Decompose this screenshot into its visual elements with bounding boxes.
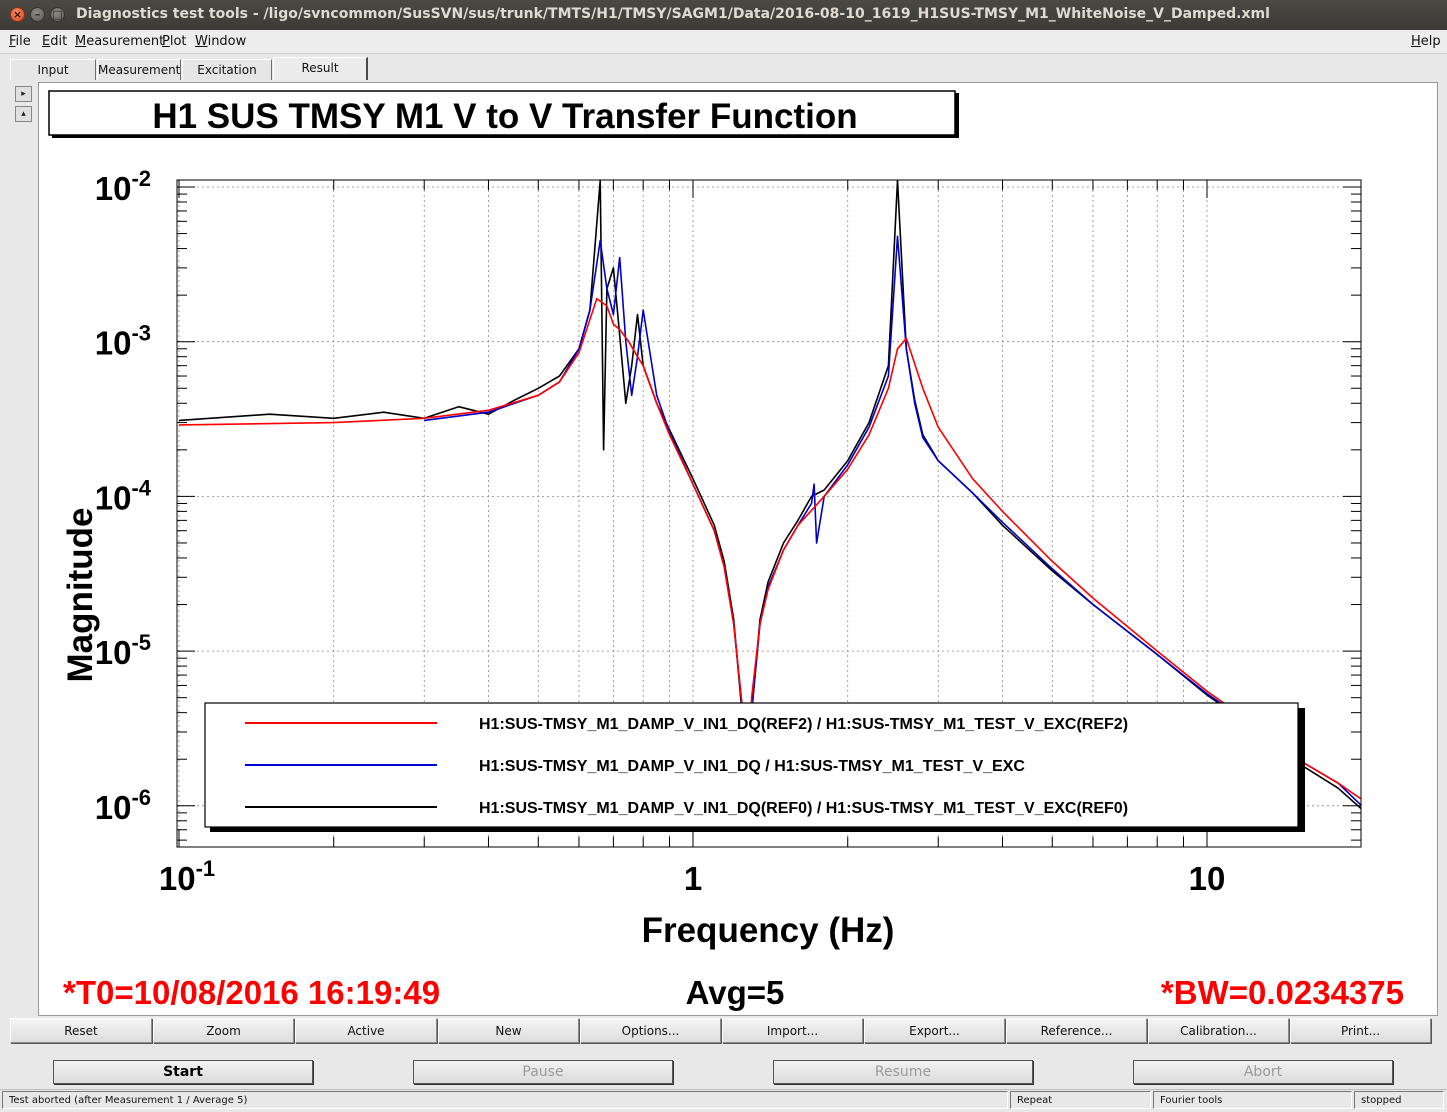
menu-help-label: elp [1420, 34, 1441, 49]
status-message: Test aborted (after Measurement 1 / Aver… [2, 1091, 1008, 1109]
plot-series-group [178, 180, 1361, 810]
menu-plot-mnemonic: P [162, 34, 170, 49]
bw-text: *BW=0.0234375 [1161, 974, 1404, 1011]
arrow-right-icon: ▸ [21, 89, 26, 99]
plot-legend[interactable]: H1:SUS-TMSY_M1_DAMP_V_IN1_DQ(REF2) / H1:… [204, 702, 1299, 828]
new-button[interactable]: New [438, 1018, 579, 1043]
plot-title-box [48, 90, 956, 136]
x-tick-label: 10 [1189, 860, 1226, 897]
plot-title: H1 SUS TMSY M1 V to V Transfer Function [152, 97, 857, 136]
tab-bar: Input Measurement Excitation Result [0, 55, 1447, 80]
menu-measurement[interactable]: Measurement [75, 34, 164, 49]
y-tick-label: 10-4 [95, 475, 152, 516]
reference-button[interactable]: Reference... [1006, 1018, 1147, 1043]
x-tick-label: 1 [684, 860, 702, 897]
zoom-button[interactable]: Zoom [153, 1018, 294, 1043]
status-tool: Fourier tools [1153, 1091, 1352, 1109]
options-button[interactable]: Options... [580, 1018, 721, 1043]
arrow-up-icon: ▴ [21, 109, 26, 119]
print-button[interactable]: Print... [1290, 1018, 1431, 1043]
calibration-button[interactable]: Calibration... [1148, 1018, 1289, 1043]
minimize-icon: – [34, 8, 41, 21]
window-titlebar: × – □ Diagnostics test tools - /ligo/svn… [0, 0, 1447, 30]
tab-result[interactable]: Result [273, 57, 368, 80]
y-tick-label: 10-2 [95, 166, 151, 207]
plot-ticks: 10-2 10-3 10-4 10-5 10-610-1 1 10 [95, 166, 1361, 897]
menu-window-mnemonic: W [195, 34, 208, 49]
menu-edit-label: dit [50, 34, 68, 49]
status-bar: Test aborted (after Measurement 1 / Aver… [0, 1089, 1447, 1109]
menu-help-mnemonic: H [1411, 34, 1421, 49]
active-button[interactable]: Active [295, 1018, 437, 1043]
x-axis-label: Frequency (Hz) [642, 911, 895, 950]
legend-label: H1:SUS-TMSY_M1_DAMP_V_IN1_DQ(REF0) / H1:… [479, 800, 1128, 817]
close-icon: × [12, 8, 23, 21]
resume-button[interactable]: Resume [773, 1060, 1033, 1084]
series-line-0 [178, 297, 1361, 800]
plot-canvas[interactable]: H1 SUS TMSY M1 V to V Transfer Function … [39, 83, 1439, 1017]
plot-button-row: Reset Zoom Active New Options... Import.… [10, 1018, 1432, 1044]
y-tick-label: 10-5 [95, 630, 151, 671]
menu-measurement-label: easurement [86, 34, 165, 49]
menu-file-label: ile [15, 34, 31, 49]
menu-plot-label: lot [169, 34, 187, 49]
status-state: stopped [1354, 1091, 1444, 1109]
menu-edit[interactable]: Edit [42, 34, 67, 49]
tab-input[interactable]: Input [10, 59, 96, 80]
menubar: File Edit Measurement Plot Window Help [0, 30, 1447, 54]
menu-help[interactable]: Help [1411, 34, 1441, 49]
t0-text: *T0=10/08/2016 16:19:49 [63, 974, 440, 1011]
import-button[interactable]: Import... [722, 1018, 863, 1043]
scroll-up-button[interactable]: ▴ [15, 106, 32, 122]
legend-label: H1:SUS-TMSY_M1_DAMP_V_IN1_DQ(REF2) / H1:… [479, 716, 1128, 733]
close-window-button[interactable]: × [10, 7, 25, 22]
status-repeat: Repeat [1010, 1091, 1151, 1109]
avg-text: Avg=5 [686, 974, 785, 1011]
tab-measurement[interactable]: Measurement [97, 59, 181, 80]
maximize-icon: □ [52, 8, 63, 21]
tab-excitation[interactable]: Excitation [182, 59, 272, 80]
plot-frame [176, 179, 1362, 848]
reset-button[interactable]: Reset [10, 1018, 152, 1043]
menu-edit-mnemonic: E [42, 34, 51, 49]
scroll-right-button[interactable]: ▸ [15, 86, 32, 102]
y-tick-label: 10-3 [95, 321, 151, 362]
legend-label: H1:SUS-TMSY_M1_DAMP_V_IN1_DQ / H1:SUS-TM… [479, 758, 1025, 775]
menu-file[interactable]: File [9, 34, 31, 49]
menu-window-label: indow [207, 34, 247, 49]
pause-button[interactable]: Pause [413, 1060, 673, 1084]
menu-plot[interactable]: Plot [162, 34, 187, 49]
export-button[interactable]: Export... [864, 1018, 1005, 1043]
minimize-window-button[interactable]: – [30, 7, 45, 22]
menu-file-mnemonic: F [9, 34, 16, 49]
run-control-row: Start Pause Resume Abort [0, 1055, 1447, 1087]
window-title: Diagnostics test tools - /ligo/svncommon… [76, 6, 1270, 22]
y-tick-label: 10-6 [95, 785, 151, 826]
plot-panel[interactable]: H1 SUS TMSY M1 V to V Transfer Function … [38, 82, 1438, 1016]
menu-measurement-mnemonic: M [75, 34, 87, 49]
x-tick-label: 10-1 [159, 856, 215, 897]
abort-button[interactable]: Abort [1133, 1060, 1393, 1084]
y-axis-label: Magnitude [61, 508, 100, 683]
maximize-window-button[interactable]: □ [50, 7, 65, 22]
menu-window[interactable]: Window [195, 34, 246, 49]
start-button[interactable]: Start [53, 1060, 313, 1084]
series-line-1 [424, 235, 1361, 807]
